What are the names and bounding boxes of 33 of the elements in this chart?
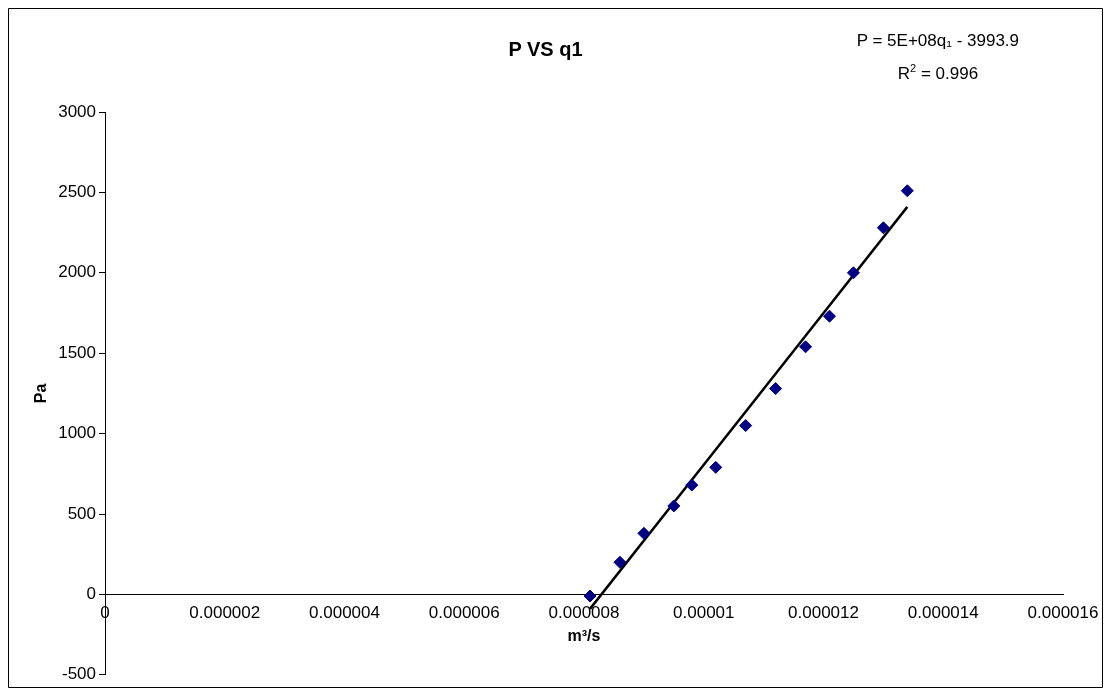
x-tick-label: 0.000016: [1027, 603, 1099, 623]
x-tick-label: 0.00001: [673, 603, 735, 623]
x-tick-label: 0.000014: [907, 603, 979, 623]
point: [637, 526, 651, 540]
x-tick-label: 0.000006: [428, 603, 500, 623]
y-tick-label: 3000: [58, 101, 97, 121]
y-tick-label: 500: [67, 503, 97, 523]
point: [613, 555, 627, 569]
point: [667, 499, 681, 513]
chart-title: P VS q1: [508, 37, 583, 60]
point: [822, 309, 836, 323]
point: [846, 266, 860, 280]
point: [709, 460, 723, 474]
point: [685, 478, 699, 492]
y-tick-label: 1500: [58, 342, 97, 362]
y-axis-title: Pa: [32, 383, 50, 404]
x-tick-label: 0.000004: [309, 603, 380, 623]
text: P = 5E+08q₁ - 3993.9: [856, 31, 1020, 50]
x-tick-label: 0.000012: [788, 603, 859, 623]
x-tick-label: 0.000002: [189, 603, 261, 623]
x-tick-label: 0.000008: [548, 603, 620, 623]
y-tick-label: 0: [86, 584, 97, 604]
point: [799, 340, 813, 354]
point: [769, 382, 783, 396]
y-tick-label: 1000: [58, 423, 97, 443]
y-tick-label: 2000: [58, 262, 97, 282]
x-axis-title: m³/s: [567, 626, 601, 644]
y-tick-label: 2500: [58, 182, 97, 202]
point: [739, 419, 753, 433]
point: [583, 589, 597, 603]
point: [876, 221, 890, 235]
point: [900, 184, 914, 198]
y-tick-label: -500: [61, 664, 97, 684]
